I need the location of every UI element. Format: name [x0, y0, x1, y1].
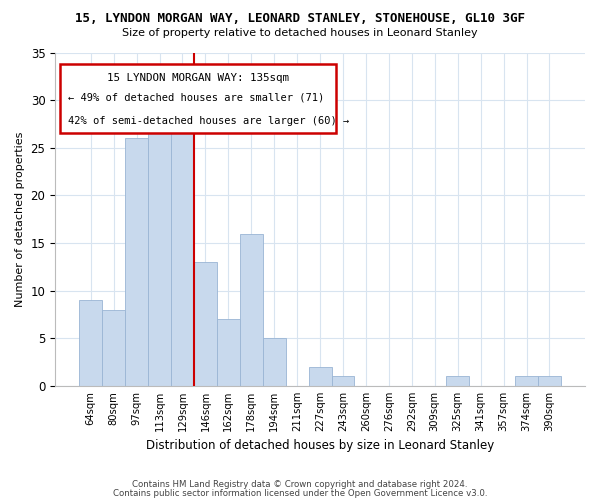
- Bar: [538, 376, 561, 386]
- FancyBboxPatch shape: [61, 64, 336, 132]
- Text: Contains HM Land Registry data © Crown copyright and database right 2024.: Contains HM Land Registry data © Crown c…: [132, 480, 468, 489]
- Bar: [171, 110, 194, 386]
- Bar: [515, 376, 538, 386]
- Bar: [217, 319, 240, 386]
- Bar: [332, 376, 355, 386]
- Y-axis label: Number of detached properties: Number of detached properties: [15, 132, 25, 307]
- Text: 42% of semi-detached houses are larger (60) →: 42% of semi-detached houses are larger (…: [68, 116, 350, 126]
- Bar: [125, 138, 148, 386]
- Bar: [79, 300, 102, 386]
- X-axis label: Distribution of detached houses by size in Leonard Stanley: Distribution of detached houses by size …: [146, 440, 494, 452]
- Bar: [240, 234, 263, 386]
- Bar: [308, 367, 332, 386]
- Text: Size of property relative to detached houses in Leonard Stanley: Size of property relative to detached ho…: [122, 28, 478, 38]
- Bar: [194, 262, 217, 386]
- Bar: [263, 338, 286, 386]
- Text: ← 49% of detached houses are smaller (71): ← 49% of detached houses are smaller (71…: [68, 92, 325, 102]
- Bar: [102, 310, 125, 386]
- Text: 15, LYNDON MORGAN WAY, LEONARD STANLEY, STONEHOUSE, GL10 3GF: 15, LYNDON MORGAN WAY, LEONARD STANLEY, …: [75, 12, 525, 26]
- Bar: [148, 128, 171, 386]
- Bar: [446, 376, 469, 386]
- Text: Contains public sector information licensed under the Open Government Licence v3: Contains public sector information licen…: [113, 489, 487, 498]
- Text: 15 LYNDON MORGAN WAY: 135sqm: 15 LYNDON MORGAN WAY: 135sqm: [107, 72, 289, 83]
